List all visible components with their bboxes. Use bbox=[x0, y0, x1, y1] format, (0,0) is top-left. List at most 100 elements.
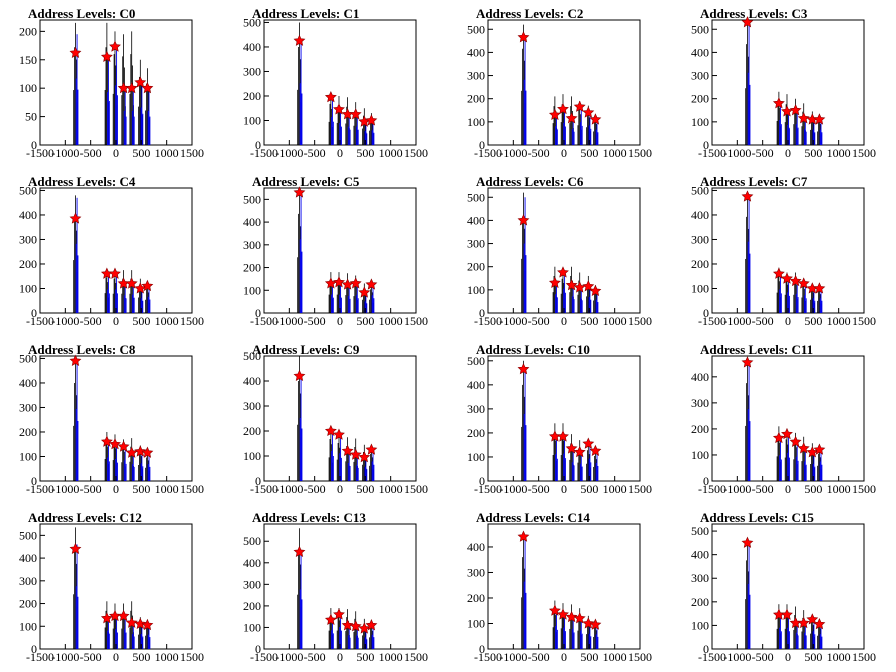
peak-marker bbox=[741, 190, 754, 202]
x-tick-label: -1500 bbox=[26, 650, 54, 664]
peak-marker bbox=[797, 112, 810, 124]
y-tick-label: 100 bbox=[19, 449, 37, 463]
x-tick-label: 500 bbox=[580, 314, 598, 328]
y-tick-label: 300 bbox=[243, 399, 261, 413]
peak-marker bbox=[341, 619, 354, 631]
x-tick-label: -1000 bbox=[723, 650, 751, 664]
x-tick-label: 0 bbox=[113, 650, 119, 664]
y-tick-label: 400 bbox=[243, 215, 261, 229]
y-tick-label: 200 bbox=[691, 257, 709, 271]
x-tick-label: -500 bbox=[80, 314, 102, 328]
y-tick-label: 400 bbox=[243, 40, 261, 54]
x-tick-label: -1000 bbox=[723, 146, 751, 160]
panel-title: Address Levels: C4 bbox=[28, 174, 136, 189]
x-tick-label: 1500 bbox=[180, 314, 204, 328]
y-tick-label: 300 bbox=[467, 402, 485, 416]
peak-marker bbox=[582, 280, 595, 292]
peak-marker bbox=[141, 279, 154, 292]
peak-marker bbox=[333, 428, 345, 440]
y-tick-label: 500 bbox=[19, 528, 37, 542]
x-tick-label: 1000 bbox=[155, 482, 179, 496]
peak-marker bbox=[69, 542, 82, 555]
x-tick-label: -1500 bbox=[26, 314, 54, 328]
x-tick-label: 500 bbox=[132, 482, 150, 496]
peak-marker bbox=[573, 281, 586, 293]
x-tick-label: -500 bbox=[528, 482, 550, 496]
y-tick-label: 200 bbox=[691, 595, 709, 609]
x-tick-label: 0 bbox=[337, 482, 343, 496]
y-tick-label: 50 bbox=[25, 110, 37, 124]
x-tick-label: -1000 bbox=[275, 146, 303, 160]
panel-title: Address Levels: C5 bbox=[252, 174, 360, 189]
x-tick-label: -1000 bbox=[51, 146, 79, 160]
y-tick-label: 500 bbox=[467, 22, 485, 36]
x-tick-label: -1000 bbox=[499, 650, 527, 664]
x-tick-label: 1000 bbox=[827, 482, 851, 496]
peak-marker bbox=[589, 284, 602, 297]
y-tick-label: 0 bbox=[31, 642, 37, 656]
x-tick-label: 1500 bbox=[628, 314, 652, 328]
peak-marker bbox=[582, 617, 595, 629]
x-tick-label: -1500 bbox=[250, 482, 278, 496]
panel-title: Address Levels: C6 bbox=[476, 174, 584, 189]
panel: Address Levels: C15 0 100 200 300 400 500 -1500… bbox=[691, 510, 876, 664]
peak-marker bbox=[797, 616, 810, 629]
peak-marker bbox=[789, 274, 802, 287]
panel: Address Levels: C70100200300400500-1500-… bbox=[691, 174, 876, 328]
peak-marker bbox=[100, 50, 113, 62]
peak-marker bbox=[324, 613, 337, 625]
x-tick-label: -500 bbox=[752, 146, 774, 160]
x-tick-label: -1500 bbox=[698, 650, 726, 664]
y-tick-label: 150 bbox=[19, 53, 37, 67]
y-tick-label: 200 bbox=[19, 24, 37, 38]
x-tick-label: 0 bbox=[785, 650, 791, 664]
panel-title: Address Levels: C0 bbox=[28, 6, 135, 21]
x-tick-label: 1000 bbox=[379, 482, 403, 496]
peak-marker bbox=[772, 97, 785, 109]
y-tick-label: 400 bbox=[19, 208, 37, 222]
y-tick-label: 300 bbox=[467, 565, 485, 579]
y-tick-label: 100 bbox=[243, 283, 261, 297]
x-tick-label: -1500 bbox=[26, 482, 54, 496]
y-tick-label: 0 bbox=[703, 642, 709, 656]
peak-marker bbox=[358, 286, 371, 298]
peak-marker bbox=[125, 446, 138, 458]
y-tick-label: 100 bbox=[19, 619, 37, 633]
x-tick-label: 500 bbox=[580, 650, 598, 664]
peak-marker bbox=[134, 445, 147, 457]
peak-marker bbox=[548, 276, 561, 288]
x-tick-label: -1500 bbox=[474, 482, 502, 496]
x-tick-label: 1000 bbox=[827, 314, 851, 328]
panel-title: Address Levels: C12 bbox=[28, 510, 142, 525]
peak-marker bbox=[517, 31, 530, 43]
x-tick-label: -1500 bbox=[474, 650, 502, 664]
y-tick-label: 300 bbox=[243, 64, 261, 78]
y-tick-label: 400 bbox=[243, 556, 261, 570]
panel-title: Address Levels: C11 bbox=[700, 342, 813, 357]
y-tick-label: 100 bbox=[691, 115, 709, 129]
peak-marker bbox=[293, 545, 306, 558]
y-tick-label: 500 bbox=[691, 183, 709, 197]
panel-title: Address Levels: C8 bbox=[28, 342, 136, 357]
peak-marker bbox=[333, 276, 345, 288]
peak-marker bbox=[125, 277, 138, 289]
peak-marker bbox=[573, 612, 586, 624]
x-tick-label: -500 bbox=[304, 146, 326, 160]
x-tick-label: -500 bbox=[752, 314, 774, 328]
peak-marker bbox=[517, 530, 530, 542]
x-tick-label: 1500 bbox=[180, 650, 204, 664]
x-tick-label: -500 bbox=[752, 482, 774, 496]
peak-marker bbox=[141, 446, 154, 458]
panel-title: Address Levels: C13 bbox=[252, 510, 366, 525]
peak-marker bbox=[565, 278, 578, 291]
x-tick-label: -1000 bbox=[275, 650, 303, 664]
x-tick-label: -1000 bbox=[723, 314, 751, 328]
panel: Address Levels: C80100200300400500-1500-… bbox=[19, 342, 204, 496]
panel: Address Levels: C40100200300400500-1500-… bbox=[19, 174, 204, 328]
y-tick-label: 300 bbox=[19, 574, 37, 588]
x-tick-label: 0 bbox=[785, 482, 791, 496]
y-tick-label: 500 bbox=[19, 351, 37, 365]
x-tick-label: 0 bbox=[785, 146, 791, 160]
x-tick-label: -1000 bbox=[723, 482, 751, 496]
y-tick-label: 400 bbox=[467, 45, 485, 59]
